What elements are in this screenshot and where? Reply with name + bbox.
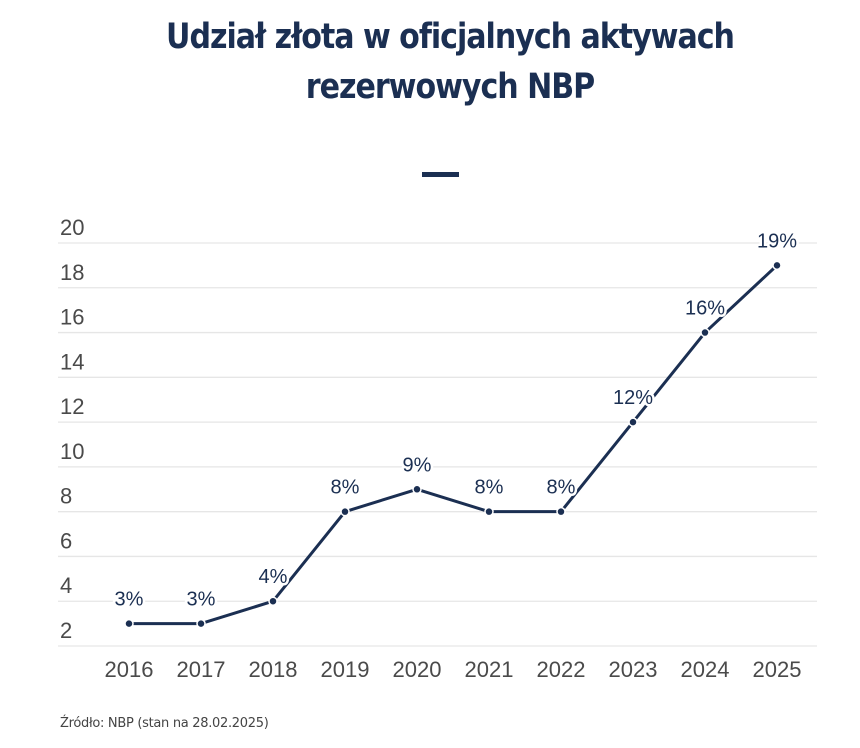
x-tick-label: 2019: [321, 657, 370, 682]
data-point: [700, 327, 710, 338]
data-label: 16%: [685, 298, 725, 320]
chart-title-line-1: Udział złota w oficjalnych aktywach: [166, 17, 735, 57]
source-note: Źródło: NBP (stan na 28.02.2025): [60, 716, 269, 731]
chart-title-line-2: rezerwowych NBP: [305, 67, 595, 107]
y-tick-label: 4: [60, 573, 72, 598]
y-tick-label: 8: [60, 484, 72, 509]
data-point: [412, 484, 422, 495]
data-point: [340, 506, 350, 517]
x-tick-label: 2022: [537, 657, 586, 682]
y-tick-label: 2: [60, 618, 72, 643]
y-axis-ticks: 2 4 6 8 10 12 14 16 18 20: [60, 215, 84, 643]
x-tick-label: 2024: [681, 657, 730, 682]
data-point: [124, 618, 134, 629]
x-tick-label: 2021: [465, 657, 514, 682]
data-label: 19%: [757, 230, 797, 252]
data-point: [628, 417, 638, 427]
data-label: 12%: [613, 387, 653, 409]
x-tick-label: 2025: [753, 657, 802, 682]
data-label: 8%: [547, 477, 576, 499]
data-label: 3%: [115, 589, 144, 611]
gridlines: [58, 242, 817, 647]
data-labels: 3% 3% 4% 8% 9% 8% 8% 12% 16% 19%: [112, 228, 800, 613]
data-label: 4%: [259, 566, 288, 588]
data-point: [268, 596, 278, 606]
data-label: 8%: [475, 477, 504, 499]
y-tick-label: 14: [60, 349, 84, 374]
data-point: [484, 506, 494, 517]
x-tick-label: 2017: [177, 657, 226, 682]
data-point: [196, 618, 206, 629]
data-label: 3%: [187, 589, 216, 611]
y-tick-label: 20: [60, 215, 84, 240]
x-tick-label: 2016: [105, 657, 154, 682]
data-label: 8%: [331, 477, 360, 499]
data-points: [124, 260, 782, 629]
series-line: [129, 264, 779, 626]
y-tick-label: 10: [60, 439, 84, 464]
x-tick-label: 2018: [249, 657, 298, 682]
series-line-path: [129, 264, 779, 626]
data-label: 9%: [403, 454, 432, 476]
x-tick-label: 2020: [393, 657, 442, 682]
chart-title: Udział złota w oficjalnych aktywach reze…: [63, 12, 837, 112]
y-tick-label: 18: [60, 260, 84, 285]
x-tick-label: 2023: [609, 657, 658, 682]
x-axis-ticks: 2016 2017 2018 2019 2020 2021 2022 2023 2024 2025: [105, 657, 802, 682]
y-tick-label: 12: [60, 394, 84, 419]
data-point: [556, 506, 566, 517]
y-tick-label: 16: [60, 305, 84, 330]
data-point: [772, 260, 782, 271]
y-tick-label: 6: [60, 528, 72, 553]
title-divider: [422, 172, 459, 177]
